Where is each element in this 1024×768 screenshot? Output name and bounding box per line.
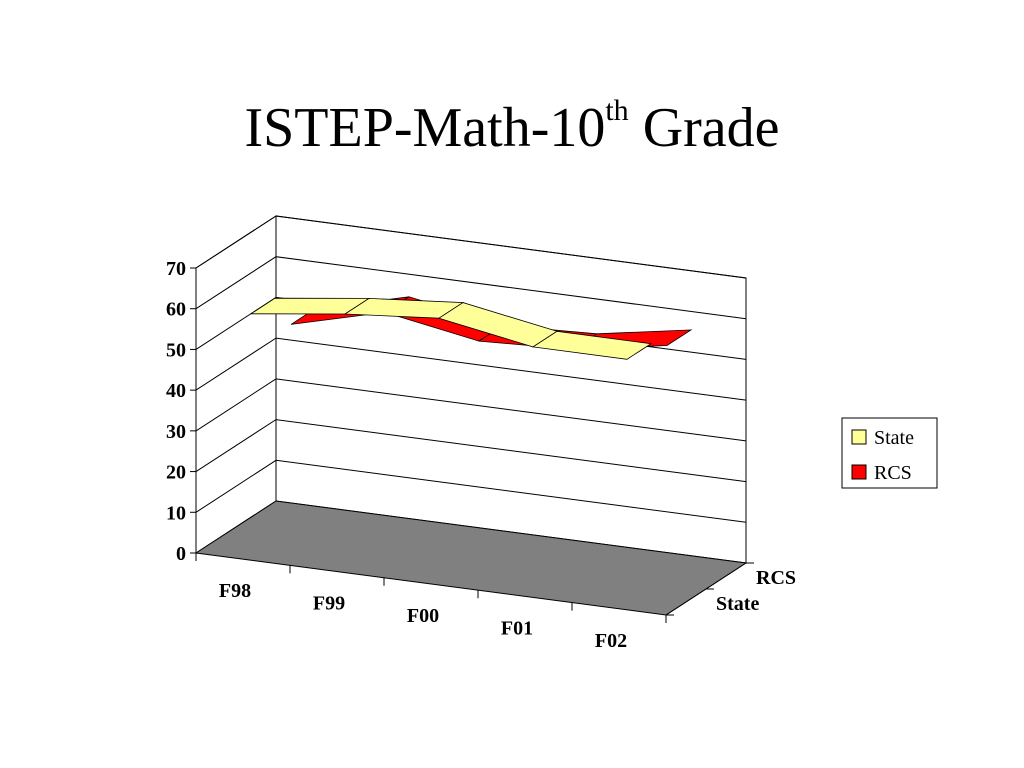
title-main: ISTEP-Math-10	[244, 97, 606, 159]
gridline	[195, 378, 747, 442]
side-wall	[195, 215, 277, 554]
depth-label: State	[716, 593, 759, 615]
gridline	[195, 215, 747, 279]
title-tail: Grade	[628, 97, 780, 159]
y-tick-label: 50	[166, 339, 186, 361]
gridline	[195, 459, 747, 523]
x-category-label: F02	[595, 630, 627, 652]
chart-legend: State RCS	[841, 417, 938, 489]
ribbon-segment-state	[531, 330, 653, 360]
y-tick-label: 20	[166, 462, 186, 484]
legend-swatch-state	[851, 429, 867, 445]
x-category-label: F00	[407, 605, 439, 627]
y-tick-label: 40	[166, 380, 186, 402]
gridline	[195, 337, 747, 401]
y-tick-label: 0	[176, 543, 186, 565]
y-tick-label: 10	[166, 502, 186, 524]
chart-axis-labels: 0 10 20 30 40 50 60 70 F98 F99 F00 F01 F02 RCS State	[166, 258, 796, 652]
gridline	[195, 419, 747, 483]
legend-label-state: State	[874, 427, 914, 449]
x-category-label: F98	[219, 580, 251, 602]
x-category-label: F99	[313, 593, 345, 615]
legend-swatch-rcs	[851, 464, 867, 480]
y-tick-label: 60	[166, 299, 186, 321]
slide-title: ISTEP-Math-10th Grade	[0, 94, 1024, 160]
x-category-label: F01	[501, 617, 533, 639]
chart-ribbons	[249, 296, 693, 360]
y-tick-label: 70	[166, 258, 186, 280]
y-tick-label: 30	[166, 421, 186, 443]
legend-label-rcs: RCS	[874, 462, 912, 484]
gridline	[195, 256, 747, 320]
chart-grid	[195, 215, 747, 523]
title-superscript: th	[605, 94, 629, 128]
depth-label: RCS	[756, 567, 796, 589]
